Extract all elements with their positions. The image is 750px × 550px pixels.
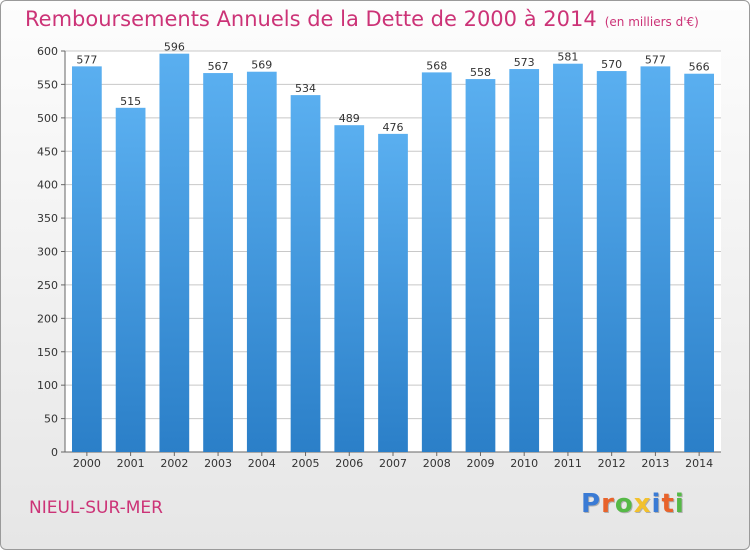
- y-tick-label: 50: [44, 413, 58, 426]
- bar: [421, 72, 452, 453]
- proxiti-logo: Proxiti: [581, 489, 685, 519]
- bar-value-label: 568: [426, 59, 447, 72]
- y-tick-label: 200: [37, 312, 58, 325]
- bar-chart: 0 50 100 150 200 250 300 350 400 450 500 550 600 577 2…: [37, 41, 721, 470]
- bar-value-label: 567: [208, 60, 229, 73]
- bar-value-label: 577: [76, 53, 97, 66]
- town-name: NIEUL-SUR-MER: [29, 498, 163, 518]
- bar: [640, 66, 671, 452]
- bar-value-label: 577: [645, 53, 666, 66]
- bar-value-label: 573: [514, 56, 535, 69]
- bar-value-label: 596: [164, 41, 185, 54]
- y-tick-label: 300: [37, 246, 58, 259]
- logo-letter: o: [614, 489, 634, 519]
- y-tick-label: 500: [37, 112, 58, 125]
- chart-title: Remboursements Annuels de la Dette de 20…: [25, 7, 699, 31]
- bar: [509, 69, 540, 453]
- x-tick-label: 2013: [641, 457, 669, 470]
- bar-value-label: 534: [295, 82, 316, 95]
- bar: [115, 107, 146, 452]
- x-tick-label: 2010: [510, 457, 538, 470]
- bar: [553, 63, 583, 452]
- chart-subtitle: (en milliers d'€): [604, 15, 699, 29]
- logo-letter: i: [651, 489, 662, 519]
- bar-value-label: 570: [601, 58, 622, 71]
- bar: [71, 66, 102, 452]
- bar-value-label: 569: [251, 59, 272, 72]
- bar-value-label: 515: [120, 95, 141, 108]
- x-tick-label: 2000: [73, 457, 101, 470]
- bar: [290, 95, 321, 453]
- x-tick-label: 2004: [248, 457, 276, 470]
- y-tick-label: 400: [37, 179, 58, 192]
- x-tick-label: 2014: [685, 457, 713, 470]
- bar: [334, 125, 365, 452]
- logo-letter: P: [581, 489, 602, 519]
- y-tick-label: 450: [37, 145, 58, 158]
- bar-value-label: 476: [383, 121, 404, 134]
- x-tick-label: 2007: [379, 457, 407, 470]
- x-tick-label: 2011: [554, 457, 582, 470]
- x-tick-label: 2009: [466, 457, 494, 470]
- bar-value-label: 489: [339, 112, 360, 125]
- bar-value-label: 581: [557, 51, 578, 64]
- bar: [159, 53, 190, 452]
- x-tick-label: 2008: [423, 457, 451, 470]
- y-tick-label: 600: [37, 45, 58, 58]
- bar: [684, 73, 715, 453]
- x-tick-label: 2006: [335, 457, 363, 470]
- x-tick-label: 2001: [117, 457, 145, 470]
- y-tick-label: 350: [37, 212, 58, 225]
- bar: [378, 133, 408, 452]
- logo-letter: r: [601, 489, 615, 519]
- y-tick-label: 250: [37, 279, 58, 292]
- logo-letter: i: [674, 489, 685, 519]
- x-tick-label: 2003: [204, 457, 232, 470]
- bar: [203, 73, 233, 453]
- x-tick-label: 2012: [598, 457, 626, 470]
- x-tick-label: 2002: [160, 457, 188, 470]
- bar: [465, 79, 496, 452]
- y-tick-label: 100: [37, 379, 58, 392]
- x-tick-label: 2005: [292, 457, 320, 470]
- logo-letter: x: [633, 489, 652, 519]
- bar: [246, 71, 277, 453]
- y-tick-label: 0: [51, 446, 58, 459]
- y-tick-label: 150: [37, 346, 58, 359]
- bar-value-label: 566: [689, 61, 710, 74]
- y-tick-label: 550: [37, 78, 58, 91]
- chart-title-text: Remboursements Annuels de la Dette de 20…: [25, 7, 597, 31]
- bar: [596, 71, 627, 453]
- logo-letter: t: [661, 489, 675, 519]
- bar-value-label: 558: [470, 66, 491, 79]
